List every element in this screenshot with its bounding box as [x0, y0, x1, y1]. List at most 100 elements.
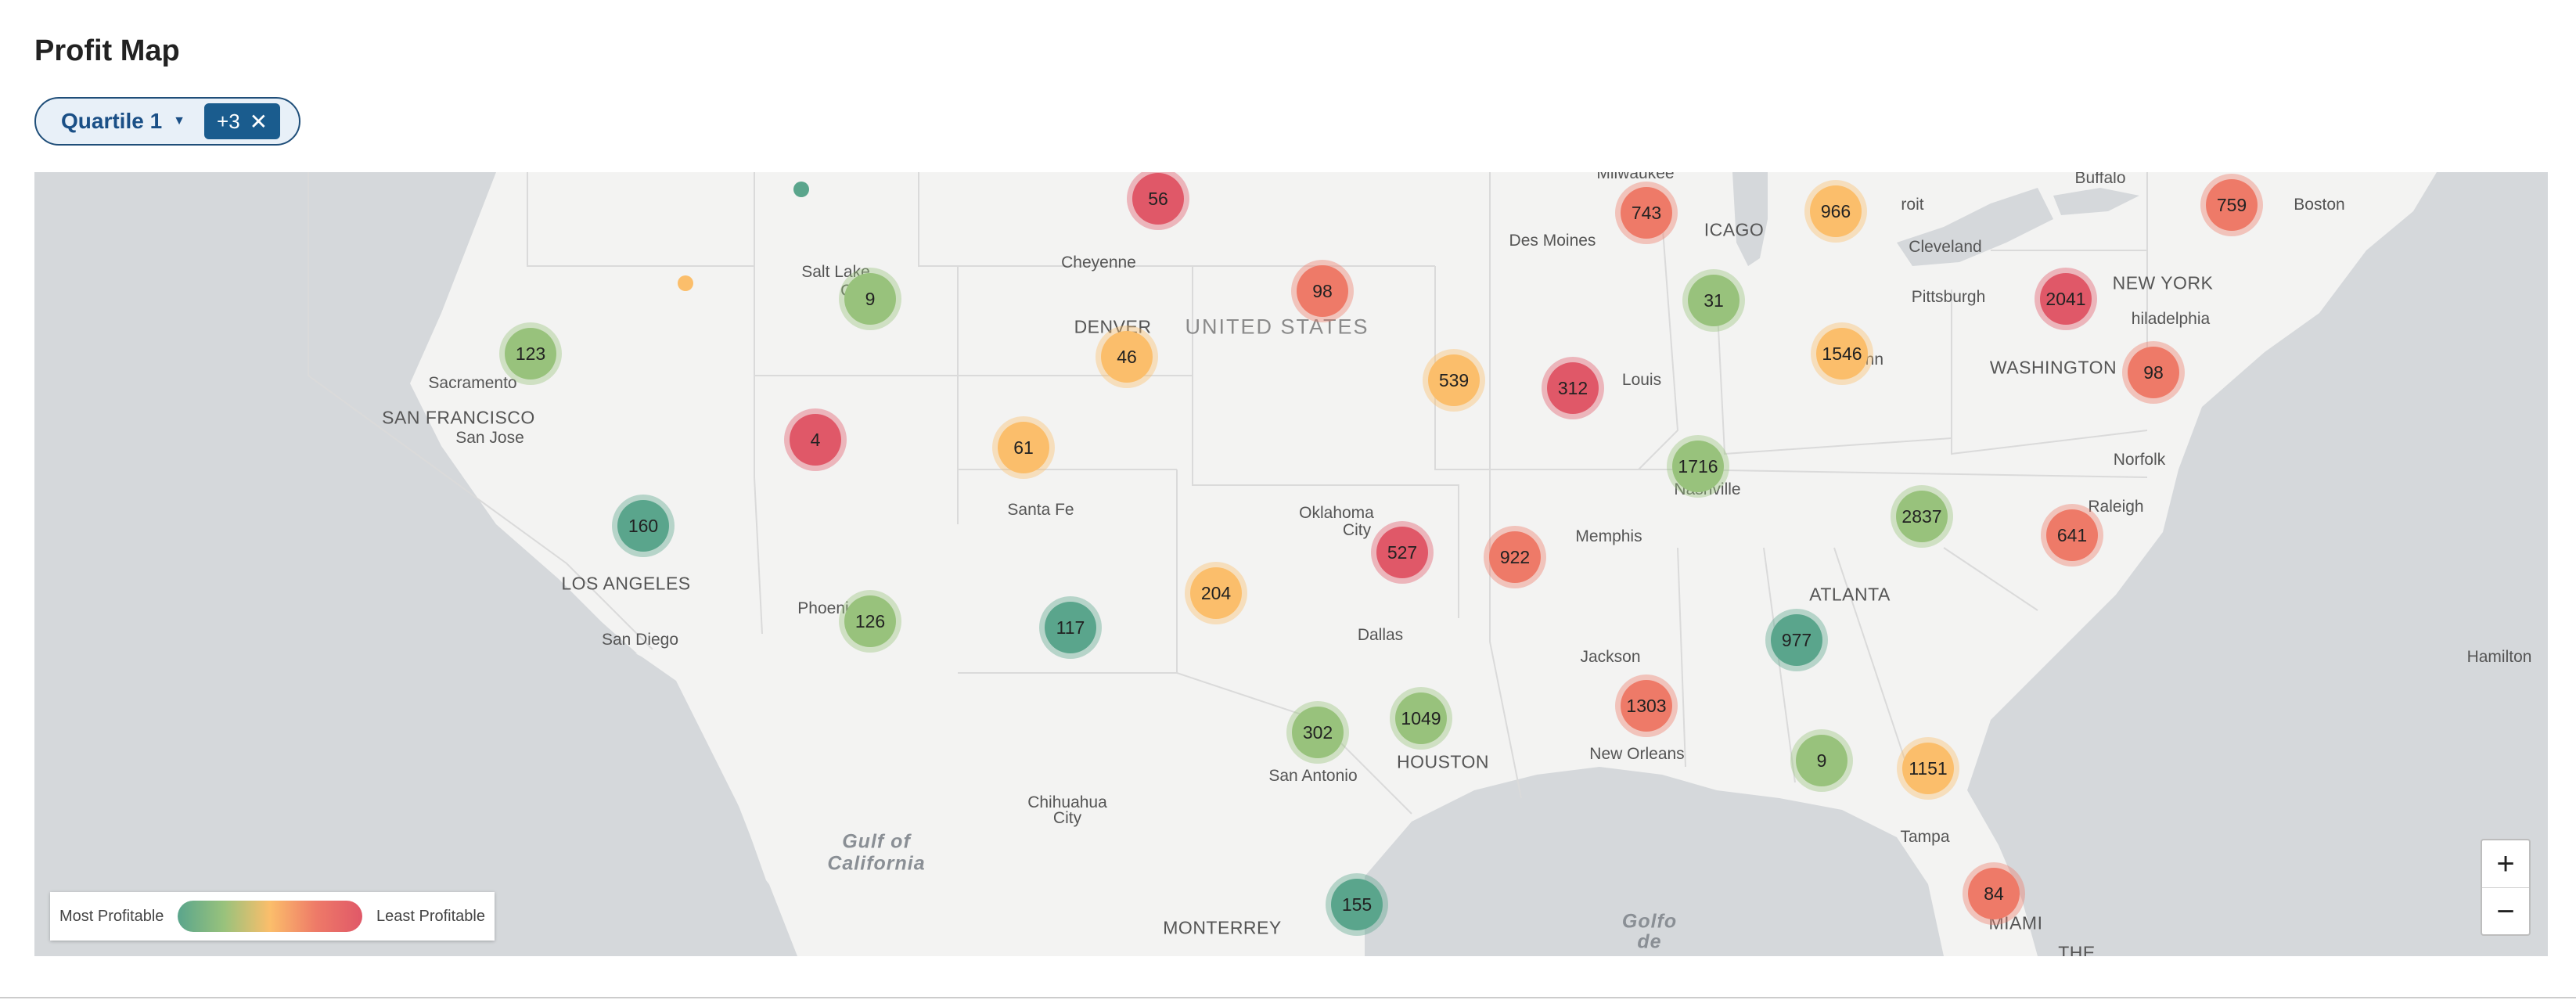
page-title: Profit Map — [34, 34, 180, 67]
profit-cluster-marker[interactable]: 4 — [790, 414, 841, 466]
baja-peninsula — [635, 653, 844, 956]
profit-cluster-marker[interactable]: 966 — [1810, 185, 1862, 237]
place-label: California — [827, 852, 926, 875]
place-label: UNITED STATES — [1185, 315, 1369, 339]
place-label: SAN FRANCISCO — [382, 407, 535, 428]
profit-cluster-marker[interactable]: 1716 — [1672, 441, 1724, 492]
profit-cluster-marker[interactable]: 312 — [1547, 362, 1599, 414]
place-label: Santa Fe — [1007, 501, 1074, 519]
place-label: Norfolk — [2113, 451, 2166, 469]
close-icon[interactable]: ✕ — [249, 109, 268, 134]
lake-huron-erie — [1897, 188, 2053, 266]
profit-cluster-marker[interactable]: 759 — [2206, 179, 2258, 231]
place-label: Golfo — [1621, 910, 1678, 933]
place-label: de — [1637, 930, 1662, 953]
zoom-out-button[interactable]: − — [2482, 887, 2529, 935]
place-label: roit — [1901, 196, 1924, 214]
profit-cluster-marker[interactable]: 46 — [1101, 331, 1153, 383]
profit-cluster-marker[interactable]: 155 — [1331, 879, 1383, 930]
profit-cluster-marker[interactable]: 160 — [617, 500, 669, 552]
profit-cluster-marker[interactable]: 9 — [844, 273, 896, 325]
profit-cluster-marker[interactable]: 302 — [1292, 707, 1344, 758]
place-label: San Antonio — [1268, 767, 1358, 785]
basemap — [34, 172, 2548, 956]
profit-cluster-marker[interactable]: 1151 — [1902, 743, 1954, 794]
place-label: Memphis — [1575, 527, 1642, 545]
divider — [0, 997, 2576, 998]
place-label: Louis — [1621, 371, 1662, 389]
place-label: Milwaukee — [1596, 172, 1675, 182]
place-label: Tampa — [1900, 828, 1950, 846]
place-label: MONTERREY — [1163, 917, 1282, 938]
profit-cluster-marker[interactable]: 2837 — [1896, 491, 1948, 542]
profit-cluster-marker[interactable]: 9 — [1796, 735, 1847, 786]
place-label: Cleveland — [1909, 238, 1982, 256]
place-label: City — [1342, 521, 1372, 539]
pacific-ocean — [34, 172, 825, 956]
place-label: San Diego — [601, 631, 679, 649]
place-label: Chihuahua — [1027, 793, 1107, 811]
profit-cluster-marker[interactable]: 126 — [844, 595, 896, 647]
place-label: ICAGO — [1704, 219, 1765, 240]
place-label: Phoeni — [797, 599, 849, 617]
profit-cluster-marker[interactable]: 539 — [1428, 354, 1480, 406]
profit-cluster-marker[interactable]: 977 — [1771, 614, 1822, 666]
place-label: Boston — [2294, 196, 2345, 214]
profit-cluster-marker[interactable]: 61 — [998, 422, 1049, 473]
lake-michigan — [1732, 172, 1768, 266]
place-label: Sacramento — [428, 374, 517, 392]
place-label: City — [1052, 809, 1082, 827]
filter-label: Quartile 1 — [61, 109, 163, 133]
place-label: WASHINGTON — [1989, 357, 2117, 378]
place-label: LOS ANGELES — [561, 573, 691, 594]
chevron-down-icon: ▼ — [173, 114, 186, 128]
quartile-filter-dropdown[interactable]: Quartile 1 ▼ +3 ✕ — [34, 97, 300, 146]
profit-cluster-marker[interactable]: 1049 — [1395, 692, 1447, 744]
profit-cluster-marker[interactable]: 641 — [2046, 509, 2098, 561]
profit-cluster-marker[interactable]: 1546 — [1816, 328, 1868, 379]
zoom-control: + − — [2481, 839, 2531, 936]
profit-cluster-marker[interactable]: 2041 — [2040, 273, 2092, 325]
profit-cluster-marker[interactable]: 123 — [505, 328, 556, 379]
place-label: San Jose — [455, 429, 524, 447]
profit-cluster-marker[interactable]: 56 — [1132, 173, 1184, 225]
place-label: Buffalo — [2074, 172, 2126, 187]
place-label: Pittsburgh — [1911, 288, 1986, 306]
profit-cluster-marker[interactable]: 84 — [1968, 868, 2020, 919]
place-label: Oklahoma — [1299, 504, 1374, 522]
place-label: Raleigh — [2088, 498, 2144, 516]
profit-cluster-marker[interactable]: 117 — [1045, 602, 1096, 653]
place-label: Dallas — [1357, 626, 1404, 644]
profit-cluster-marker[interactable]: 98 — [2128, 347, 2179, 398]
profit-cluster-marker[interactable]: 98 — [1297, 265, 1348, 317]
legend-right-label: Least Profitable — [376, 907, 485, 925]
zoom-in-button[interactable]: + — [2496, 846, 2515, 881]
place-label: HOUSTON — [1396, 751, 1490, 772]
atlantic-ocean — [1967, 172, 2548, 956]
place-label: THE — [2058, 942, 2096, 957]
profit-cluster-marker[interactable]: 922 — [1489, 531, 1541, 583]
place-label: Des Moines — [1509, 232, 1596, 250]
filter-more-count: +3 — [217, 109, 240, 133]
profit-cluster-marker[interactable]: 527 — [1376, 527, 1428, 578]
profit-cluster-marker[interactable]: 31 — [1688, 275, 1740, 326]
place-label: NEW YORK — [2112, 272, 2214, 293]
gulf-of-mexico — [1365, 767, 1944, 956]
place-label: Cheyenne — [1061, 254, 1136, 272]
place-label: Gulf of — [842, 830, 911, 853]
profit-cluster-marker[interactable]: 204 — [1190, 567, 1242, 619]
place-label: ATLANTA — [1809, 584, 1891, 605]
filter-more-chip[interactable]: +3 ✕ — [204, 103, 281, 139]
profit-cluster-marker[interactable]: 743 — [1621, 187, 1672, 239]
lake-ontario — [2053, 188, 2139, 215]
place-label: hiladelphia — [2131, 310, 2211, 328]
place-label: Salt Lake — [801, 263, 870, 281]
place-label: New Orleans — [1589, 745, 1685, 763]
profit-legend: Most Profitable Least Profitable — [50, 892, 495, 941]
place-label: Hamilton — [2466, 648, 2532, 666]
legend-color-ramp — [178, 901, 363, 932]
profit-point-marker[interactable] — [793, 182, 809, 197]
profit-cluster-marker[interactable]: 1303 — [1621, 680, 1672, 732]
profit-point-marker[interactable] — [678, 275, 693, 291]
